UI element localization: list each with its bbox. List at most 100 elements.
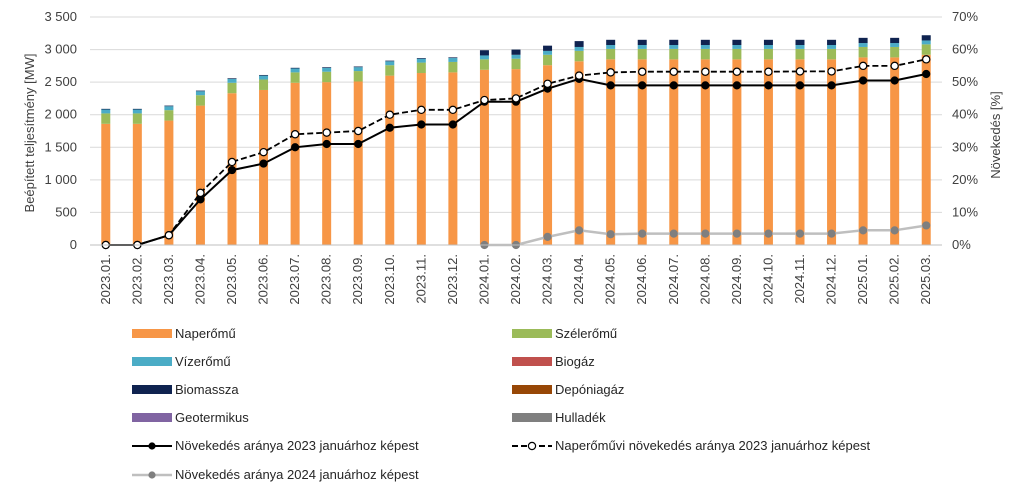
bar-segment [606,39,616,46]
bar-segment [479,50,489,56]
y-tick-label: 2 500 [44,74,77,89]
bar-segment [890,37,900,44]
bar-segment [543,54,553,66]
bar-segment [574,50,584,62]
bar-segment [511,58,521,70]
y-tick-label: 3 000 [44,42,77,57]
bar-segment [795,48,805,60]
bar-segment [479,59,489,70]
series-point [164,231,174,240]
y2-tick-label: 0% [952,237,971,252]
legend-swatch [512,357,552,366]
bar-segment [195,95,205,106]
bar-segment [732,39,742,46]
legend-label: Biomassza [175,382,239,397]
bar-segment [448,61,458,73]
bar-segment [132,108,142,110]
series-point [764,67,773,76]
series-point [606,68,615,77]
series-point [827,67,836,76]
bar-segment [795,45,805,49]
x-tick-label: 2024.03. [540,254,555,305]
bar-segment [637,39,647,46]
bar-segment [164,110,174,121]
bar-segment [353,67,363,72]
x-tick-label: 2023.12. [445,254,460,305]
y2-tick-label: 20% [952,172,978,187]
y-tick-label: 2 000 [44,107,77,122]
series-point [701,67,710,76]
bar-segment [858,46,868,58]
series-point [732,67,742,76]
x-tick-label: 2023.04. [192,254,207,305]
bar-segment [574,61,584,245]
bar-segment [795,59,805,245]
x-tick-label: 2024.04. [571,254,586,305]
bar-segment [290,82,300,246]
bar-segment [606,45,616,49]
series-point [827,81,836,90]
x-tick-label: 2023.07. [287,254,302,305]
series-point [669,67,678,76]
x-tick-label: 2023.11. [413,254,428,304]
series-point [543,79,552,88]
bar-segment [700,48,710,60]
bar-segment [290,72,300,83]
bar-segment [637,59,647,245]
series-point [227,157,237,167]
bar-segment [385,60,395,62]
bar-segment [763,48,773,60]
x-tick-label: 2024.08. [697,254,712,305]
bar-segment [101,113,111,124]
axes: 0 500 1 000 1 500 2 000 2 500 3 000 3 500 0% 10% 2… [44,9,978,305]
series-point [354,126,363,136]
series-point [732,81,741,90]
bar-segment [353,81,363,246]
series-point [448,105,458,115]
bar-segment [669,59,679,245]
bar-segment [732,45,742,49]
bar-segment [511,54,521,59]
x-tick-label: 2024.10. [760,254,775,305]
legend-marker [148,442,156,450]
line-series [101,55,931,250]
series-point [385,110,394,119]
bar-segment [700,45,710,49]
bar-segment [858,43,868,47]
x-tick-label: 2023.06. [256,254,271,305]
bar-segment [637,48,647,60]
bar-segment [543,50,553,55]
series-point [291,143,300,152]
bar-segment [385,61,395,66]
legend-label: Depóniagáz [555,382,624,397]
bar-segment [164,120,174,245]
bar-segment [448,57,458,59]
bar-segment [132,123,142,245]
series-point [606,81,615,90]
series-point [890,61,899,71]
series-point [732,229,741,238]
bar-segment [763,45,773,49]
y-tick-label: 1 000 [44,172,77,187]
y2-tick-label: 60% [952,42,978,57]
bar-segment [669,48,679,60]
bar-segment [164,105,174,107]
series-point [448,120,457,129]
x-tick-label: 2023.08. [319,254,334,305]
bar-segment [763,59,773,245]
bar-segment [921,44,931,55]
x-tick-label: 2024.11. [792,254,807,304]
bar-segment [322,67,332,72]
bar-segment [448,58,458,62]
bar-segment [101,109,111,114]
series-point [795,81,805,90]
bar-segment [669,45,679,49]
bar-segment [259,75,269,80]
bar-series [101,35,931,246]
series-point [890,76,899,85]
series-point [575,226,584,235]
series-point [859,226,868,235]
bar-segment [132,109,142,114]
bar-segment [416,73,426,245]
